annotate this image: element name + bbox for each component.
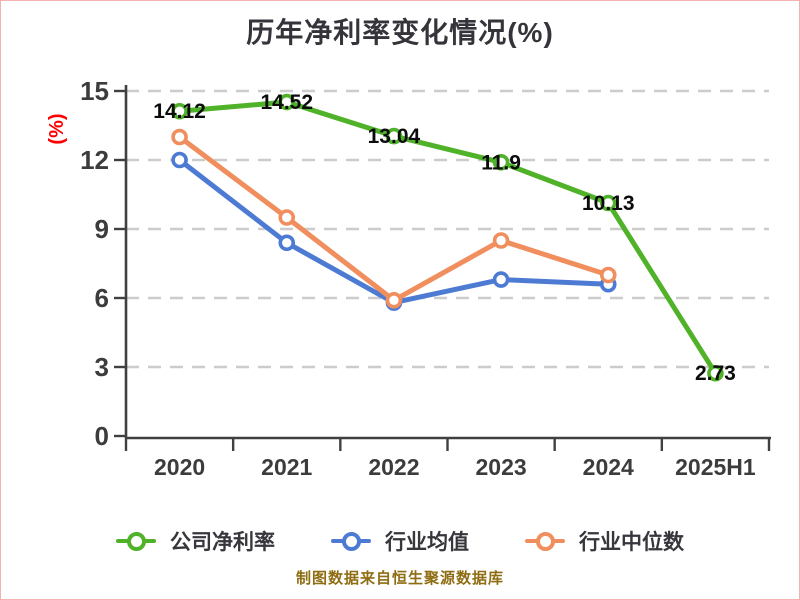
- x-tick-label: 2023: [475, 454, 526, 480]
- y-axis-title: (%): [46, 113, 68, 144]
- legend-item: 行业中位数: [525, 526, 684, 556]
- series-line: [177, 157, 611, 306]
- y-tick-label: 9: [95, 214, 109, 244]
- data-point-label: 2.73: [695, 362, 736, 385]
- chart-title: 历年净利率变化情况(%): [246, 17, 554, 48]
- data-point: [278, 209, 296, 226]
- data-point: [278, 93, 296, 111]
- data-point-label: 10.13: [582, 192, 635, 215]
- data-point-label: 14.52: [260, 91, 313, 114]
- x-tick-label: 2022: [368, 454, 419, 480]
- data-point: [492, 154, 510, 171]
- legend-marker-icon: [116, 531, 156, 551]
- data-point-label: 13.04: [368, 125, 421, 148]
- data-point: [707, 364, 724, 382]
- data-source-note: 制图数据来自恒生聚源数据库: [295, 570, 504, 587]
- y-tick-label: 15: [80, 76, 109, 106]
- series-line: [177, 134, 611, 303]
- x-tick-label: 2020: [154, 454, 205, 480]
- series-line: [177, 99, 718, 376]
- x-tick-label: 2025H1: [675, 454, 756, 480]
- x-tick-label: 2021: [261, 454, 312, 480]
- data-point-label: 14.12: [153, 100, 206, 123]
- legend-item: 行业均值: [331, 526, 469, 556]
- data-point: [171, 128, 188, 146]
- y-tick-label: 0: [95, 421, 109, 451]
- x-tick-label: 2024: [583, 454, 634, 480]
- data-point: [492, 232, 510, 249]
- y-tick-label: 3: [95, 352, 109, 382]
- legend-item: 公司净利率: [116, 526, 275, 556]
- chart-legend: 公司净利率 行业均值 行业中位数: [1, 521, 799, 561]
- data-point: [171, 102, 188, 120]
- data-point: [171, 151, 188, 169]
- data-point: [385, 291, 403, 309]
- data-point: [599, 194, 617, 212]
- legend-label: 行业均值: [385, 531, 469, 554]
- legend-label: 行业中位数: [579, 531, 684, 554]
- y-tick-label: 6: [95, 283, 109, 313]
- data-point: [385, 127, 403, 145]
- legend-marker-icon: [525, 531, 565, 551]
- chart-canvas: 0 3 6 9 12 15 2020 2021 2022 2023 2024 2025H1 (%) 14.…: [46, 76, 771, 480]
- data-point: [492, 271, 510, 288]
- data-point: [599, 266, 617, 284]
- y-tick-label: 12: [80, 145, 109, 175]
- legend-marker-icon: [331, 531, 371, 551]
- data-point-label: 11.9: [481, 151, 521, 174]
- legend-label: 公司净利率: [170, 531, 275, 554]
- data-point: [278, 234, 296, 252]
